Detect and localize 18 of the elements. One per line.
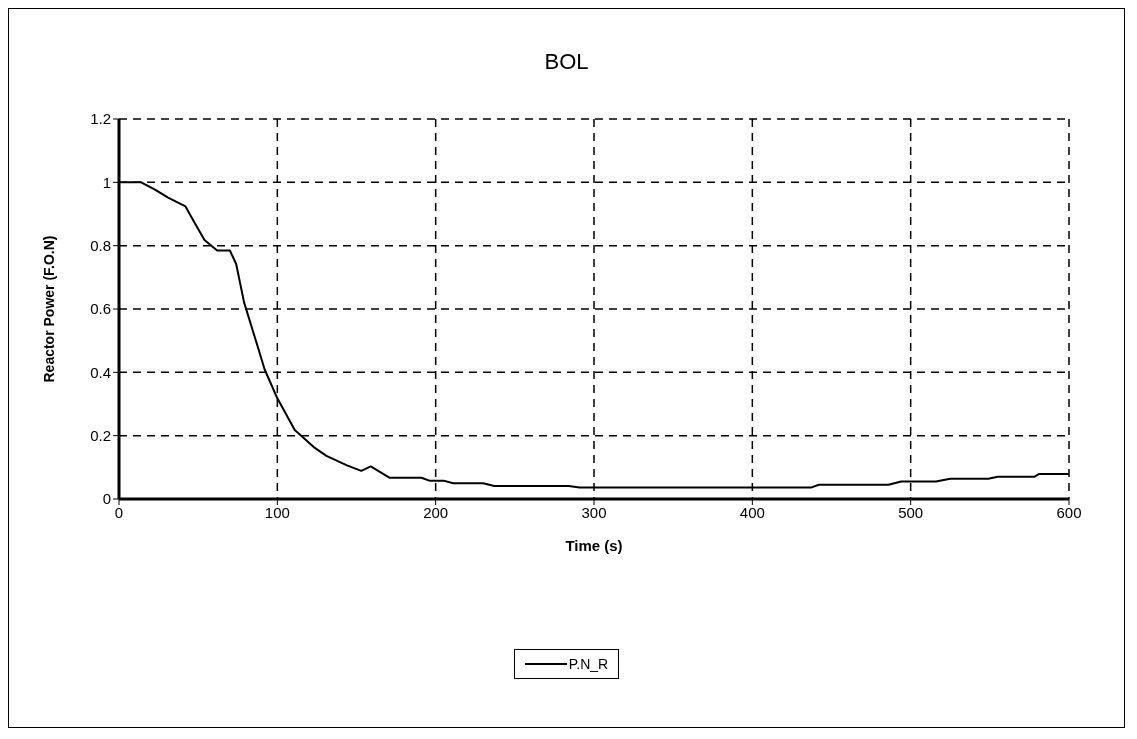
- chart-title: BOL: [543, 49, 590, 75]
- x-axis-title: Time (s): [565, 537, 623, 554]
- x-tick-label: 100: [264, 503, 290, 521]
- x-tick-label: 300: [581, 503, 607, 521]
- y-tick-label: 0.6: [90, 300, 111, 318]
- y-tick-label: 1.2: [90, 110, 111, 128]
- x-tick-label: 400: [739, 503, 765, 521]
- legend-label: P.N_R: [568, 656, 609, 672]
- x-tick-label: 600: [1056, 503, 1082, 521]
- y-tick-label: 0: [102, 490, 111, 508]
- y-tick-label: 1: [102, 173, 111, 191]
- y-tick-label: 0.4: [90, 363, 111, 381]
- x-tick-label: 0: [114, 503, 124, 521]
- y-tick-label: 0.8: [90, 236, 111, 254]
- x-tick-label: 500: [898, 503, 924, 521]
- x-tick-label: 200: [423, 503, 449, 521]
- y-axis-title: Reactor Power (F.O.N): [40, 235, 57, 383]
- y-tick-label: 0.2: [90, 426, 111, 444]
